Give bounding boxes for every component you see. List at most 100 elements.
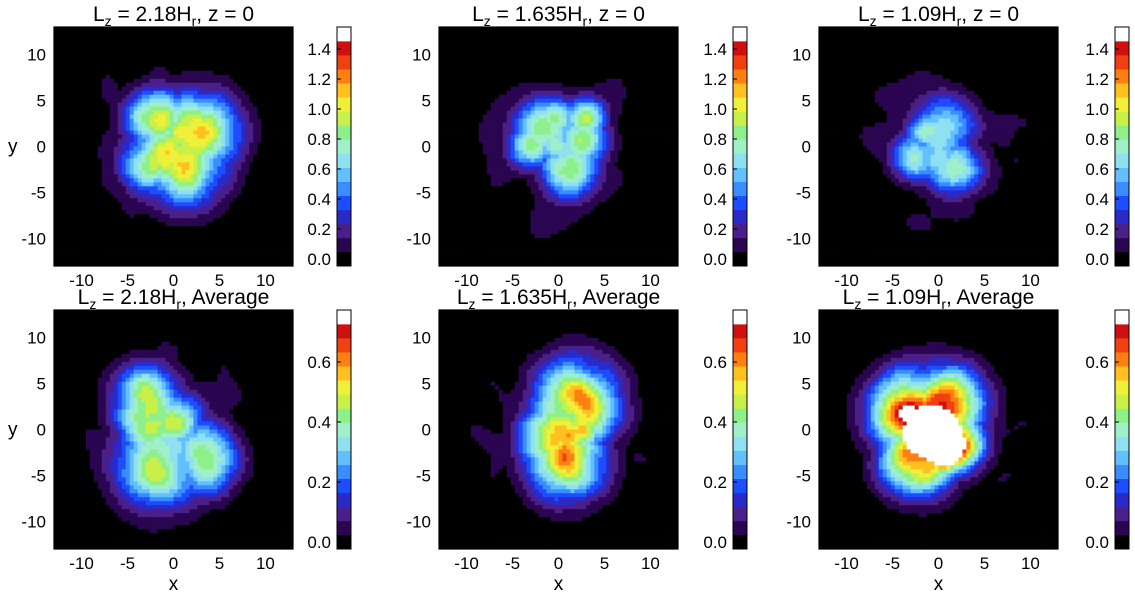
heatmap (819, 310, 1059, 550)
colorbar-band (1115, 111, 1129, 126)
y-tick-label: -5 (31, 466, 46, 485)
colorbar-tick-label: 0.2 (703, 473, 727, 492)
colorbar-band (1115, 380, 1129, 395)
x-tick-label: 5 (980, 271, 989, 290)
x-tick-label: -5 (505, 554, 520, 573)
colorbar-band (337, 209, 351, 225)
colorbar-band (733, 464, 747, 480)
colorbar-tick-label: 0.4 (1085, 190, 1109, 209)
y-tick-label: 5 (422, 375, 431, 394)
colorbar-band (733, 506, 747, 522)
colorbar-band (337, 97, 351, 112)
y-tick-label: 10 (792, 46, 811, 65)
colorbar-band (1115, 97, 1129, 112)
colorbar-band (337, 153, 351, 168)
x-tick-label: 0 (554, 271, 563, 290)
x-tick-label: 10 (256, 554, 275, 573)
colorbar-band (1115, 492, 1129, 508)
colorbar-tick-label: 0.0 (307, 533, 331, 552)
colorbar-band (733, 478, 747, 494)
colorbar-tick-label: 0.0 (703, 250, 727, 269)
x-tick-label: 0 (169, 554, 178, 573)
colorbar-band (1115, 436, 1129, 451)
colorbar-band (733, 338, 747, 353)
x-tick-label: 10 (256, 271, 275, 290)
colorbar-tick-label: 0.4 (703, 413, 727, 432)
colorbar-tick-label: 0.6 (703, 160, 727, 179)
colorbar-band (733, 492, 747, 508)
x-tick-label: 0 (169, 271, 178, 290)
colorbar-band (1115, 408, 1129, 423)
colorbar-tick-label: 0.8 (703, 130, 727, 149)
colorbar-band (733, 41, 747, 56)
colorbar-band (1115, 41, 1129, 56)
y-tick-label: -10 (406, 512, 431, 531)
colorbar-tick-label: 0.4 (1085, 413, 1109, 432)
x-tick-label: 5 (980, 554, 989, 573)
colorbar-band (733, 97, 747, 112)
colorbar-band (337, 223, 351, 239)
colorbar-band (1115, 422, 1129, 437)
colorbar-band (1115, 450, 1129, 465)
colorbar-frame (1114, 309, 1130, 550)
panel-4: -10 -5 0 5 10 -10 -5 0 5 10 y x Lz = 2.18Hr, Average… (8, 286, 352, 595)
colorbar-tick-label: 0.0 (1085, 250, 1109, 269)
y-tick-label: -10 (786, 229, 811, 248)
colorbar-band (1115, 55, 1129, 70)
colorbar-band (733, 223, 747, 239)
y-tick-label: 5 (37, 92, 46, 111)
colorbar-band (733, 195, 747, 211)
colorbar-band (337, 464, 351, 480)
heatmap (54, 27, 294, 267)
colorbar-tick-label: 1.0 (703, 100, 727, 119)
colorbar-tick-label: 0.6 (703, 353, 727, 372)
colorbar-band (1115, 394, 1129, 409)
y-axis-label: y (8, 137, 18, 158)
colorbar-band (733, 310, 747, 325)
colorbar-band (337, 195, 351, 211)
colorbar-tick-label: 0.4 (703, 190, 727, 209)
colorbar-band (733, 55, 747, 70)
y-tick-label: 0 (802, 138, 811, 157)
x-tick-label: 10 (641, 271, 660, 290)
colorbar-band (733, 27, 747, 42)
y-tick-label: 0 (37, 421, 46, 440)
colorbar-band (1115, 366, 1129, 381)
panel-title: Lz = 1.09Hr, z = 0 (858, 3, 1019, 29)
heatmap (439, 310, 679, 550)
x-tick-label: 0 (934, 271, 943, 290)
colorbar-tick-label: 0.2 (307, 473, 331, 492)
colorbar-band (1115, 464, 1129, 480)
x-axis-label: x (934, 574, 944, 595)
colorbar-band (1115, 310, 1129, 325)
colorbar-tick-label: 1.2 (307, 70, 331, 89)
y-tick-label: 0 (37, 138, 46, 157)
x-tick-label: 5 (600, 271, 609, 290)
colorbar-tick-label: 0.6 (307, 160, 331, 179)
colorbar-tick-label: 1.4 (1085, 40, 1109, 59)
colorbar-band (1115, 534, 1129, 550)
colorbar-band (337, 55, 351, 70)
x-tick-label: -5 (885, 554, 900, 573)
y-tick-label: 10 (27, 46, 46, 65)
x-tick-label: -5 (120, 554, 135, 573)
colorbar: 0.0 0.2 0.4 0.6 (703, 309, 748, 552)
colorbar-band (1115, 209, 1129, 225)
colorbar-band (1115, 251, 1129, 267)
colorbar-band (1115, 125, 1129, 140)
colorbar-band (733, 408, 747, 423)
y-tick-label: -5 (416, 183, 431, 202)
colorbar-frame (1114, 26, 1130, 267)
panel-6: -10 -5 0 5 10 -10 -5 0 5 10 x Lz = 1.09Hr, Average 0… (786, 286, 1130, 595)
x-tick-label: 5 (600, 554, 609, 573)
colorbar-band (1115, 520, 1129, 536)
colorbar-band (733, 69, 747, 84)
x-tick-label: -10 (834, 271, 859, 290)
colorbar-band (1115, 352, 1129, 367)
colorbar-band (337, 41, 351, 56)
x-tick-label: 10 (1021, 271, 1040, 290)
colorbar-tick-label: 0.4 (307, 190, 331, 209)
panel-5: -10 -5 0 5 10 -10 -5 0 5 10 x Lz = 1.635Hr, Average… (406, 286, 748, 595)
x-tick-label: -10 (454, 554, 479, 573)
